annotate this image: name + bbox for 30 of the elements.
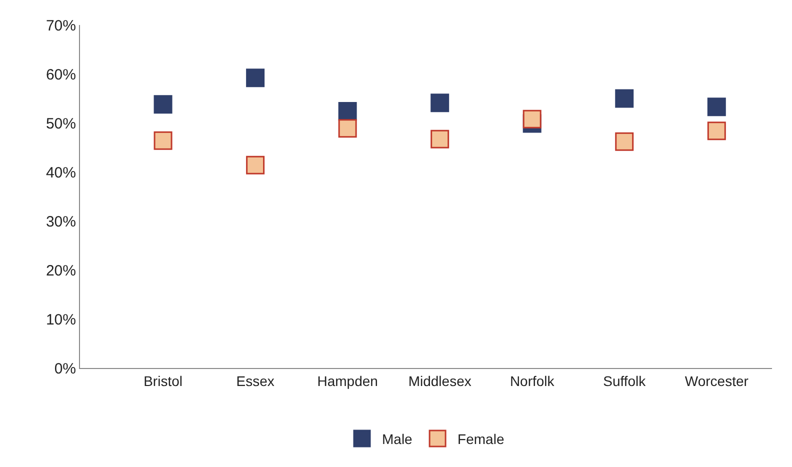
point: [338, 119, 357, 138]
y-tick-label: 0%: [54, 360, 76, 378]
y-tick-label: 10%: [46, 311, 76, 328]
point: [246, 156, 265, 174]
point: [430, 94, 450, 112]
y-tick-label: 70%: [46, 17, 76, 34]
x-tick-label: Worcester: [684, 372, 749, 389]
point: [522, 110, 542, 128]
y-tick-label: 50%: [46, 115, 76, 132]
y-tick-label: 20%: [46, 262, 76, 280]
point: [707, 122, 726, 140]
legend-label: Male: [382, 430, 413, 447]
x-tick-label: Suffolk: [603, 372, 647, 389]
x-tick-label: Middlesex: [408, 372, 472, 389]
x-tick-label: Hampden: [317, 372, 378, 389]
point: [338, 102, 357, 120]
point: [707, 98, 726, 116]
x-tick-label: Bristol: [144, 372, 182, 389]
point: [615, 89, 634, 108]
legend-label: Female: [458, 430, 504, 447]
x-tick-label: Norfolk: [510, 372, 556, 389]
point: [154, 95, 172, 114]
y-tick-label: 30%: [46, 213, 76, 230]
y-tick-label: 60%: [46, 66, 76, 84]
point: [615, 132, 634, 151]
y-tick-label: 40%: [46, 164, 76, 182]
point: [430, 130, 450, 148]
point: [246, 68, 265, 88]
x-tick-label: Essex: [236, 372, 274, 389]
point: [154, 131, 172, 150]
